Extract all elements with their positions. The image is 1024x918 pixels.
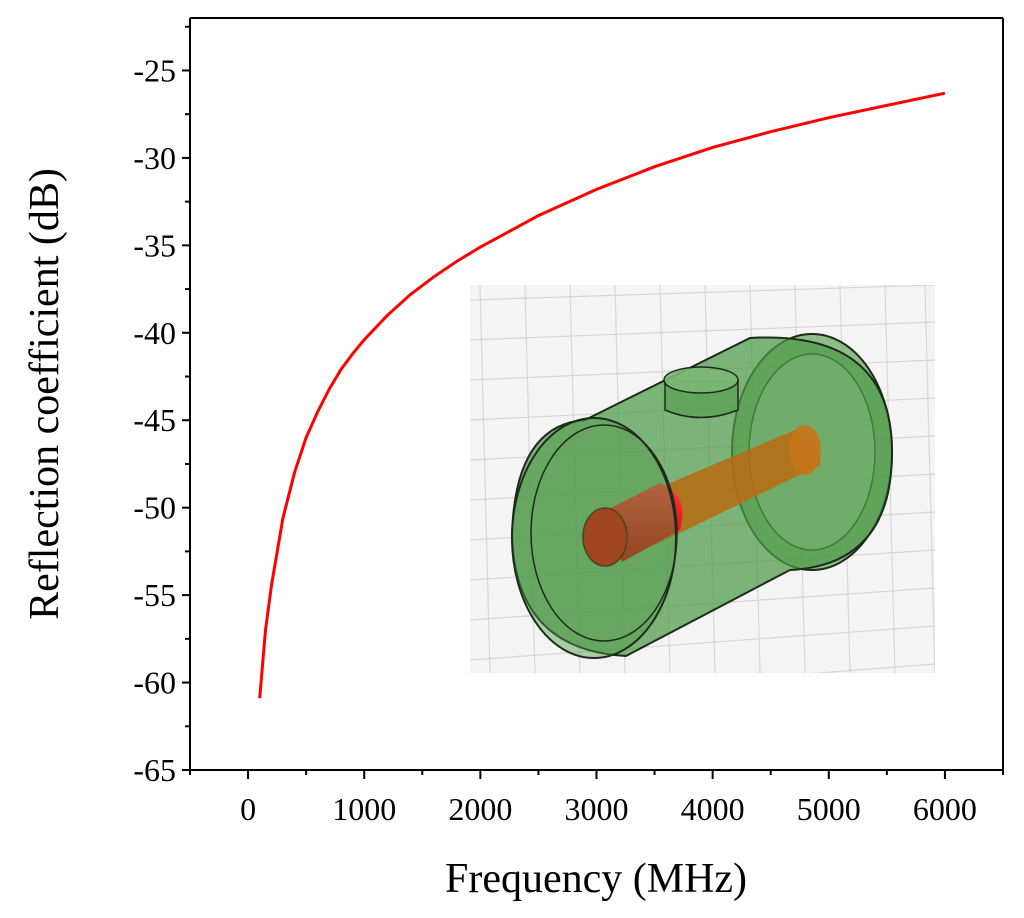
axes-frame [189,17,1004,771]
y-tick-label: -50 [133,490,176,526]
y-tick-label: -30 [133,140,176,176]
x-tick-label: 4000 [681,791,745,827]
x-tick-label: 0 [240,791,256,827]
inner-cylinder-front [530,424,678,642]
x-tick-label: 5000 [797,791,861,827]
y-tick-label: -45 [133,402,176,438]
x-tick-label: 2000 [448,791,512,827]
x-tick-label: 6000 [913,791,977,827]
y-tick-label: -60 [133,665,176,701]
y-tick-label: -65 [133,752,176,788]
x-axis-title: Frequency (MHz) [445,856,747,902]
series-line-reflection [258,91,946,699]
y-tick-label: -55 [133,577,176,613]
y-tick-label: -35 [133,227,176,263]
side-port-top [663,366,739,394]
inner-conductor-far-end [789,425,821,475]
y-tick-label: -25 [133,52,176,88]
x-ticks: 0 1000 2000 3000 4000 5000 6000 [189,770,1004,827]
inset-3d-model [470,285,935,673]
inner-conductor-near-end [582,507,628,567]
x-tick-label: 3000 [565,791,629,827]
y-ticks: -25 -30 -35 -40 -45 -50 -55 -60 -65 [133,25,190,788]
y-tick-label: -40 [133,315,176,351]
x-tick-label: 1000 [332,791,396,827]
outer-cylinder-front [511,417,677,659]
y-axis-title: Reflection coefficient (dB) [22,168,68,620]
